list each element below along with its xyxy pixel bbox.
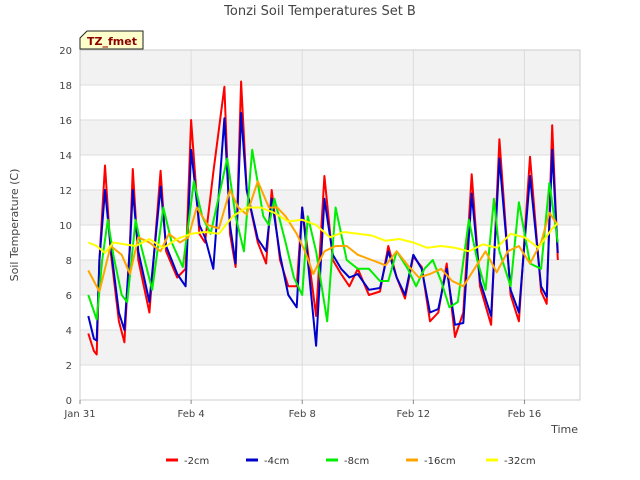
plot-frame <box>79 49 581 401</box>
background-band <box>80 155 580 190</box>
y-tick-label: 6 <box>66 291 72 302</box>
legend: -2cm -4cm -8cm -16cm -32cm <box>166 456 536 467</box>
background-band <box>80 85 580 120</box>
y-tick-label: 10 <box>59 221 72 232</box>
annotation-box: TZ_fmet <box>79 30 144 50</box>
x-tick-label: Feb 8 <box>289 409 316 420</box>
x-axis-ticks: Jan 31 Feb 4 Feb 8 Feb 12 Feb 16 <box>63 400 541 420</box>
series-line-32cmcm <box>87 206 559 254</box>
y-tick-label: 16 <box>59 116 72 127</box>
x-tick-label: Feb 4 <box>177 409 204 420</box>
legend-label: -4cm <box>264 456 289 467</box>
legend-label: -16cm <box>424 456 456 467</box>
y-tick-label: 14 <box>59 151 72 162</box>
y-axis-label: Soil Temperature (C) <box>8 169 21 282</box>
series-line-16cmcm <box>87 180 559 293</box>
y-tick-label: 12 <box>59 186 72 197</box>
legend-label: -8cm <box>344 456 369 467</box>
y-tick-label: 0 <box>66 396 72 407</box>
y-tick-label: 2 <box>66 361 72 372</box>
series-line-8cmcm <box>87 148 559 323</box>
series-line-4cmcm <box>87 112 559 347</box>
chart-title: Tonzi Soil Temperatures Set B <box>223 4 416 19</box>
y-axis-ticks: 0 2 4 6 8 10 12 14 16 18 20 <box>59 46 72 407</box>
y-tick-label: 20 <box>59 46 72 57</box>
x-axis-label: Time <box>550 423 578 436</box>
annotation-label: TZ_fmet <box>87 35 137 48</box>
x-tick-label: Jan 31 <box>63 409 95 420</box>
background-band <box>80 365 580 400</box>
y-tick-label: 8 <box>66 256 72 267</box>
background-band <box>80 120 580 155</box>
legend-label: -2cm <box>184 456 209 467</box>
legend-label: -32cm <box>504 456 536 467</box>
series-layer <box>87 80 559 356</box>
x-tick-label: Feb 12 <box>397 409 431 420</box>
y-tick-label: 4 <box>66 326 72 337</box>
background-band <box>80 50 580 85</box>
annotation-tag <box>79 30 144 50</box>
y-tick-label: 18 <box>59 81 72 92</box>
background-band <box>80 295 580 330</box>
x-tick-label: Feb 16 <box>508 409 542 420</box>
background-band <box>80 330 580 365</box>
